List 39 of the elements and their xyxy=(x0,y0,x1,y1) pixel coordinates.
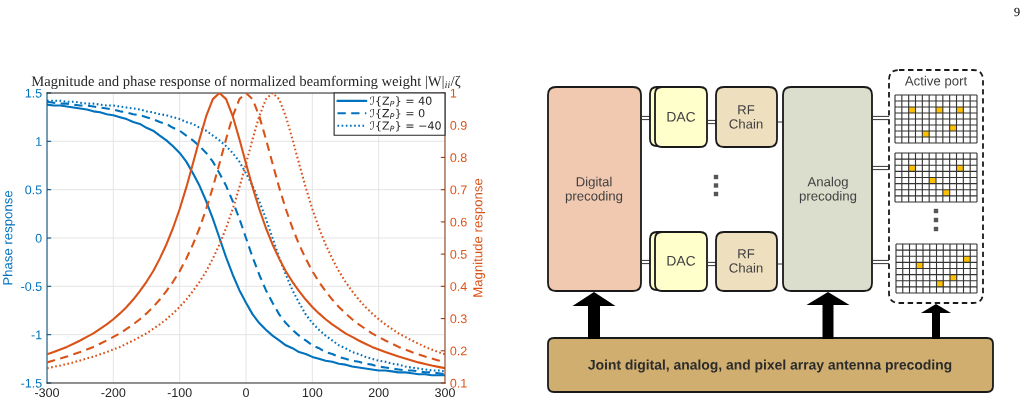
text: Analog precoding xyxy=(799,176,857,204)
text: DAC xyxy=(667,111,696,122)
legend-label: ℐ{Z$_{P}$} = 0 xyxy=(369,108,425,120)
y2-tick-label: 0.5 xyxy=(450,249,467,259)
y2-tick-label: 0.1 xyxy=(450,378,467,388)
y2-tick-label: 0.8 xyxy=(450,153,467,163)
y2-tick-label: 0.3 xyxy=(450,314,467,324)
legend-label: ℐ{Z$_{P}$} = −40 xyxy=(369,121,441,132)
text: Joint digital, analog, and pixel array antenna precoding xyxy=(588,359,952,373)
y-tick-label: -0.5 xyxy=(21,282,42,291)
y-tick-label: 1.5 xyxy=(25,88,42,98)
y2-axis-title: Magnitude response xyxy=(472,178,486,297)
y-tick-label: 0 xyxy=(35,233,42,243)
text: 9 xyxy=(1014,7,1020,17)
x-tick-label: -100 xyxy=(167,388,192,398)
y2-tick-label: 0.9 xyxy=(450,121,467,130)
text: RF Chain xyxy=(729,105,763,129)
legend-label: ℐ{Z$_{P}$} = 40 xyxy=(369,96,432,107)
text: DAC xyxy=(667,255,696,266)
text: RF Chain xyxy=(729,249,763,273)
y-tick-label: 1 xyxy=(36,137,42,146)
x-tick-label: 200 xyxy=(368,388,389,398)
y-tick-label: -1.5 xyxy=(21,378,42,388)
y-tick-label: -1 xyxy=(31,330,42,340)
x-tick-label: 100 xyxy=(302,388,323,398)
x-tick-label: -200 xyxy=(101,388,126,398)
x-tick-label: 300 xyxy=(435,388,455,398)
y2-tick-label: 0.4 xyxy=(450,282,467,291)
text: Active port xyxy=(904,75,968,89)
y2-tick-label: 0.2 xyxy=(450,346,467,356)
text: Digital precoding xyxy=(565,176,623,204)
y2-tick-label: 0.7 xyxy=(450,185,467,195)
chart-title: Magnitude and phase response of normalized beamforming weight |W|$_{ii}$/ζ xyxy=(31,75,461,90)
x-tick-label: -300 xyxy=(35,388,60,398)
y-axis-title: Phase response xyxy=(2,190,16,285)
y-tick-label: 0.5 xyxy=(25,185,42,195)
x-tick-label: 0 xyxy=(243,388,249,398)
y2-tick-label: 1 xyxy=(450,88,457,98)
y2-tick-label: 0.6 xyxy=(450,217,467,227)
